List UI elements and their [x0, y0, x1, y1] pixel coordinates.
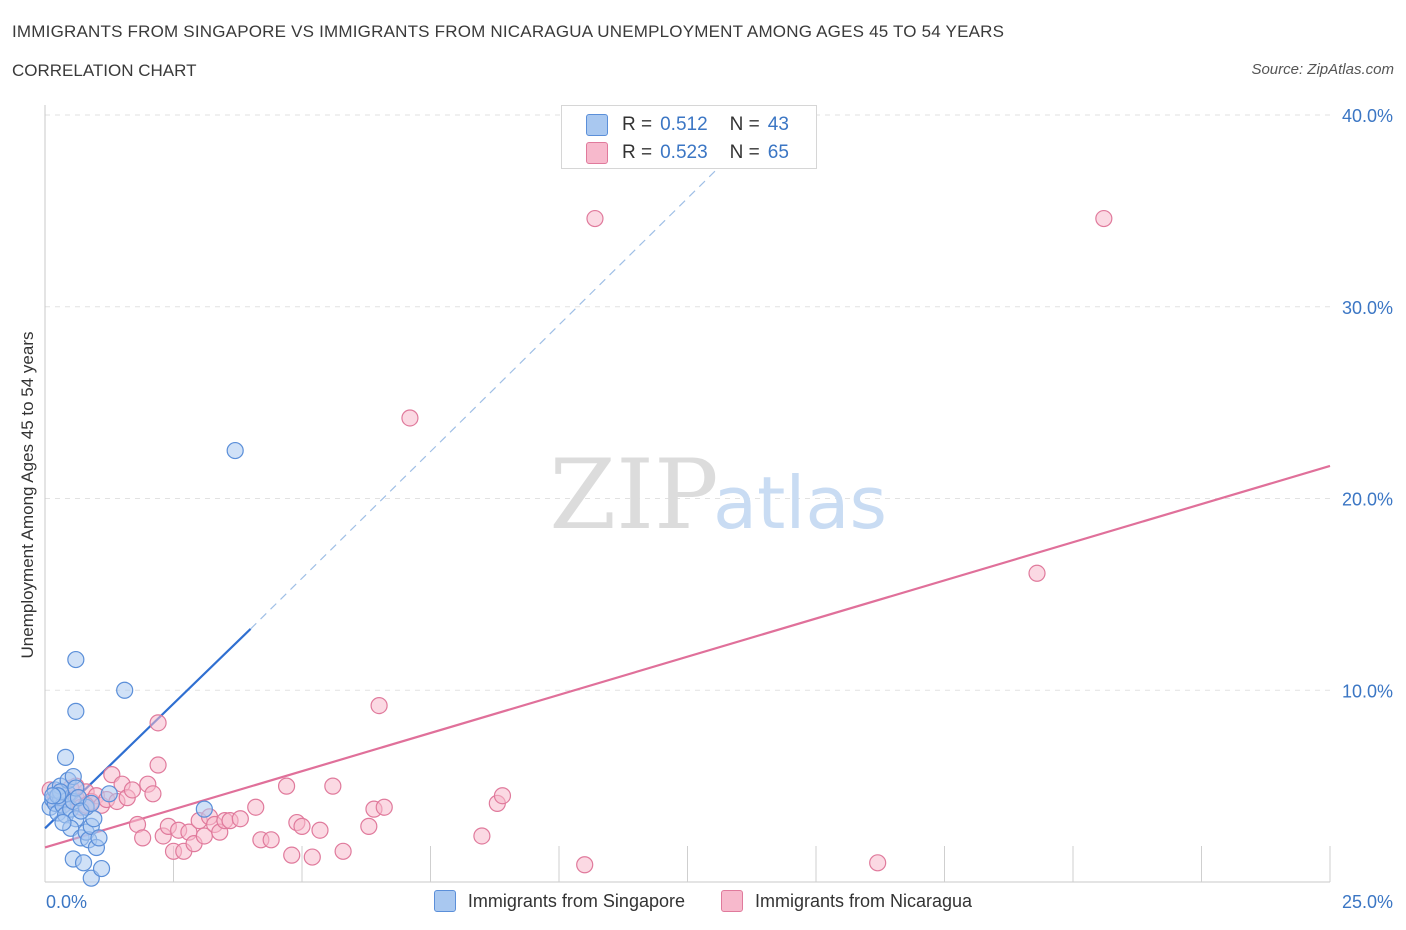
y-tick-label: 40.0% — [1342, 106, 1393, 126]
point-nicaragua — [324, 777, 342, 795]
watermark-atlas: atlas — [713, 461, 887, 545]
point-nicaragua — [401, 409, 419, 427]
legend-r-label: R = — [622, 142, 653, 163]
legend-label-singapore: Immigrants from Singapore — [467, 890, 685, 911]
legend-swatch-singapore — [586, 114, 608, 136]
point-singapore — [116, 681, 134, 699]
point-nicaragua — [303, 848, 321, 866]
point-nicaragua — [293, 817, 311, 835]
point-nicaragua — [149, 756, 167, 774]
legend-label-nicaragua: Immigrants from Nicaragua — [755, 890, 973, 911]
correlation-legend: R = 0.512 N = 43 R = 0.523 N = 65 — [561, 105, 817, 169]
legend-row-nicaragua: R = 0.523 N = 65 — [586, 141, 789, 165]
legend-swatch-singapore — [433, 890, 456, 912]
legend-item-singapore: Immigrants from Singapore — [433, 890, 685, 912]
y-tick-label: 20.0% — [1342, 490, 1393, 510]
point-nicaragua — [262, 831, 280, 849]
series-legend: Immigrants from Singapore Immigrants fro… — [0, 890, 1406, 912]
point-nicaragua — [277, 777, 296, 795]
point-singapore — [56, 748, 75, 766]
point-nicaragua — [134, 829, 152, 847]
tick-labels: 10.0% 20.0% 30.0% 40.0% 0.0% 25.0% — [46, 106, 1393, 912]
legend-item-nicaragua: Immigrants from Nicaragua — [721, 890, 972, 912]
point-nicaragua — [869, 854, 887, 872]
trend-line-singapore-extension — [250, 147, 740, 630]
x-tick-label: 25.0% — [1342, 892, 1393, 912]
point-nicaragua — [123, 781, 141, 799]
point-nicaragua — [586, 209, 604, 228]
chart-subtitle: CORRELATION CHART — [12, 61, 197, 80]
point-singapore — [74, 854, 93, 872]
point-nicaragua — [576, 856, 594, 874]
point-nicaragua — [247, 798, 265, 816]
point-nicaragua — [370, 696, 388, 715]
point-singapore — [90, 829, 108, 847]
point-nicaragua — [334, 842, 352, 860]
chart-title: IMMIGRANTS FROM SINGAPORE VS IMMIGRANTS … — [12, 22, 1005, 41]
point-singapore — [67, 650, 85, 669]
gridlines — [45, 114, 1330, 691]
point-nicaragua — [149, 714, 167, 732]
point-nicaragua — [1028, 564, 1046, 582]
point-nicaragua — [283, 846, 301, 864]
point-singapore — [82, 794, 100, 812]
legend-n-label: N = — [729, 114, 760, 135]
point-singapore — [100, 785, 118, 803]
point-singapore — [195, 800, 213, 818]
legend-n-singapore: 43 — [767, 114, 789, 135]
legend-swatch-nicaragua — [721, 890, 743, 912]
legend-n-nicaragua: 65 — [767, 142, 789, 163]
data-points — [41, 209, 1113, 887]
point-nicaragua — [375, 798, 393, 816]
point-singapore — [92, 859, 111, 878]
point-nicaragua — [360, 817, 378, 835]
point-nicaragua — [1095, 209, 1113, 228]
x-tick-label: 0.0% — [46, 892, 87, 912]
legend-r-label: R = — [622, 114, 653, 135]
point-nicaragua — [493, 787, 512, 805]
point-singapore — [226, 441, 244, 460]
axes — [44, 105, 1331, 883]
legend-r-nicaragua: 0.523 — [660, 142, 708, 163]
legend-swatch-nicaragua — [586, 142, 608, 164]
y-tick-label: 30.0% — [1342, 298, 1393, 318]
point-singapore — [54, 813, 72, 832]
y-tick-label: 10.0% — [1342, 681, 1393, 701]
point-nicaragua — [311, 821, 329, 839]
legend-row-singapore: R = 0.512 N = 43 — [586, 113, 789, 137]
point-singapore — [67, 702, 85, 720]
point-nicaragua — [144, 785, 162, 803]
point-nicaragua — [231, 810, 249, 828]
point-singapore — [44, 787, 62, 805]
trend-line-nicaragua — [44, 464, 1331, 849]
legend-r-singapore: 0.512 — [660, 114, 708, 135]
watermark-zip: ZIP — [549, 439, 718, 551]
point-nicaragua — [473, 827, 491, 845]
legend-n-label: N = — [729, 142, 760, 163]
source-label: Source: ZipAtlas.com — [1251, 61, 1394, 78]
watermark: ZIP atlas — [549, 439, 887, 551]
